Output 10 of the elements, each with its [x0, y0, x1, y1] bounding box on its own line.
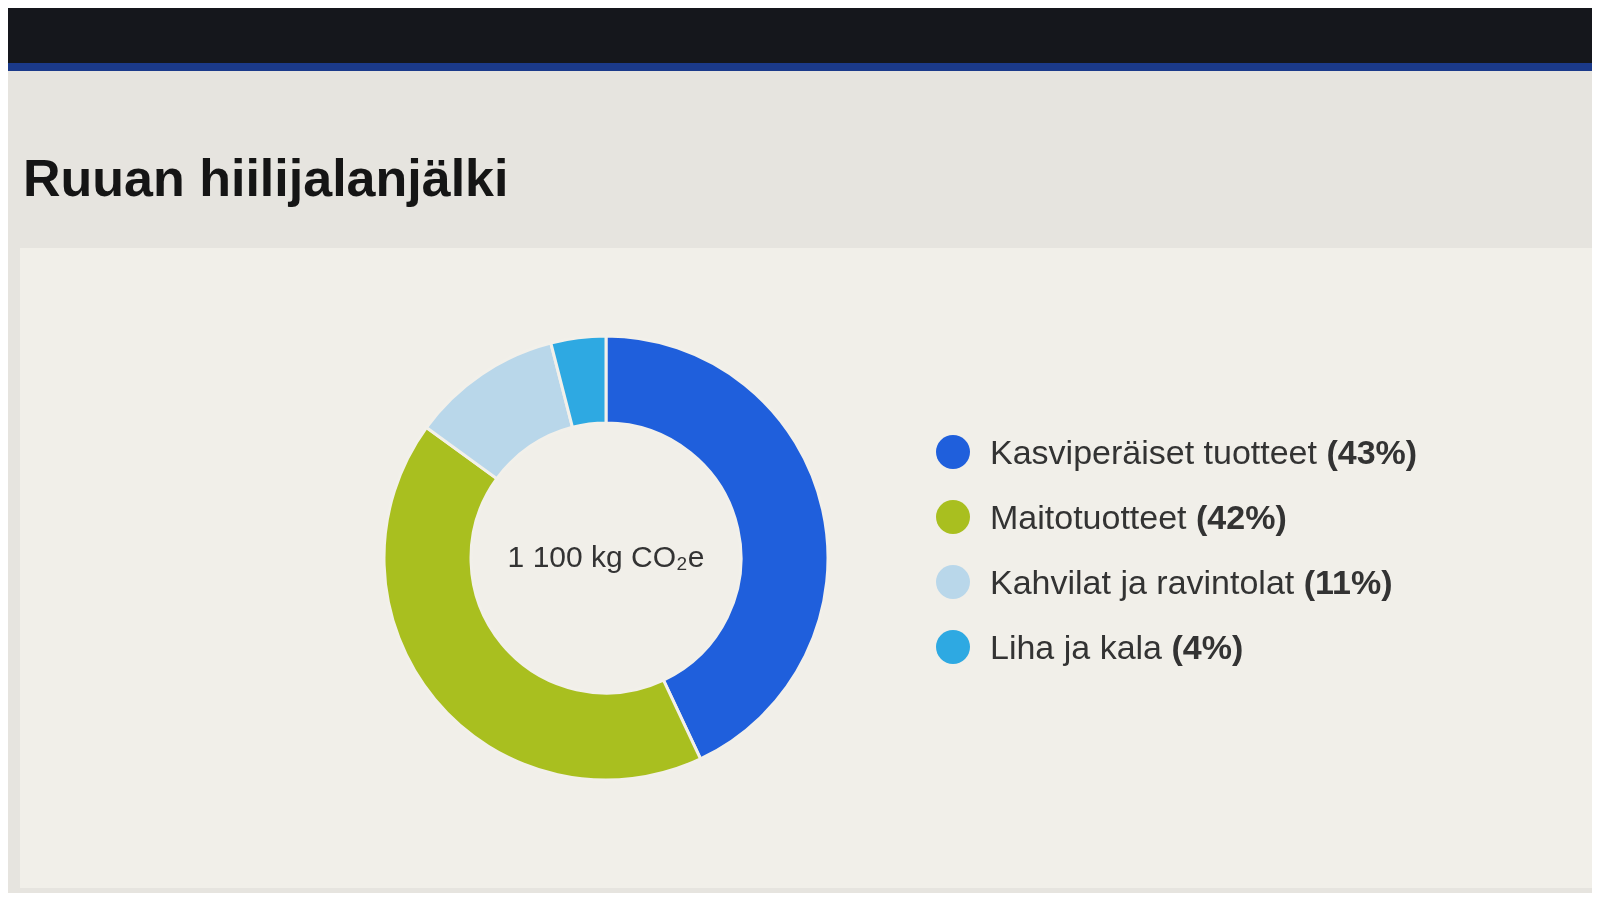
data-label: (43%): [1326, 433, 1418, 471]
text: 1 100 kg CO₂e: [507, 540, 705, 573]
legend-label: Kasviperäiset tuotteet: [990, 433, 1317, 471]
data-label: (4%): [1171, 628, 1244, 666]
legend-label: Liha ja kala: [990, 628, 1163, 666]
chart-title: Ruuan hiilijalanjälki: [23, 149, 509, 207]
data-label: (42%): [1196, 498, 1287, 536]
legend-label: Kahvilat ja ravintolat: [990, 563, 1295, 601]
legend-label: Maitotuotteet: [990, 498, 1187, 536]
data-label: (11%): [1303, 563, 1393, 601]
